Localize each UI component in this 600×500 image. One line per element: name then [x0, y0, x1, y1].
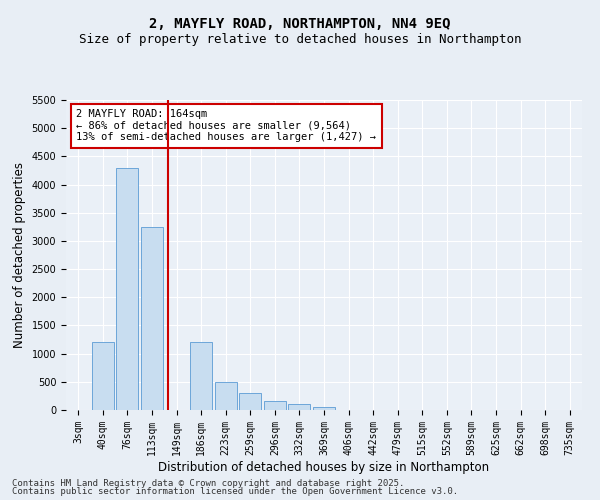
Bar [313, 406, 335, 410]
Bar [239, 393, 262, 410]
Y-axis label: Number of detached properties: Number of detached properties [13, 162, 26, 348]
Bar [116, 168, 139, 410]
Bar [141, 227, 163, 410]
Text: 2 MAYFLY ROAD: 164sqm
← 86% of detached houses are smaller (9,564)
13% of semi-d: 2 MAYFLY ROAD: 164sqm ← 86% of detached … [76, 110, 376, 142]
Text: Size of property relative to detached houses in Northampton: Size of property relative to detached ho… [79, 32, 521, 46]
Text: Contains public sector information licensed under the Open Government Licence v3: Contains public sector information licen… [12, 487, 458, 496]
Bar [215, 382, 237, 410]
Bar [289, 404, 310, 410]
Text: Contains HM Land Registry data © Crown copyright and database right 2025.: Contains HM Land Registry data © Crown c… [12, 478, 404, 488]
Bar [190, 342, 212, 410]
Bar [92, 342, 114, 410]
Bar [264, 401, 286, 410]
X-axis label: Distribution of detached houses by size in Northampton: Distribution of detached houses by size … [158, 460, 490, 473]
Text: 2, MAYFLY ROAD, NORTHAMPTON, NN4 9EQ: 2, MAYFLY ROAD, NORTHAMPTON, NN4 9EQ [149, 18, 451, 32]
